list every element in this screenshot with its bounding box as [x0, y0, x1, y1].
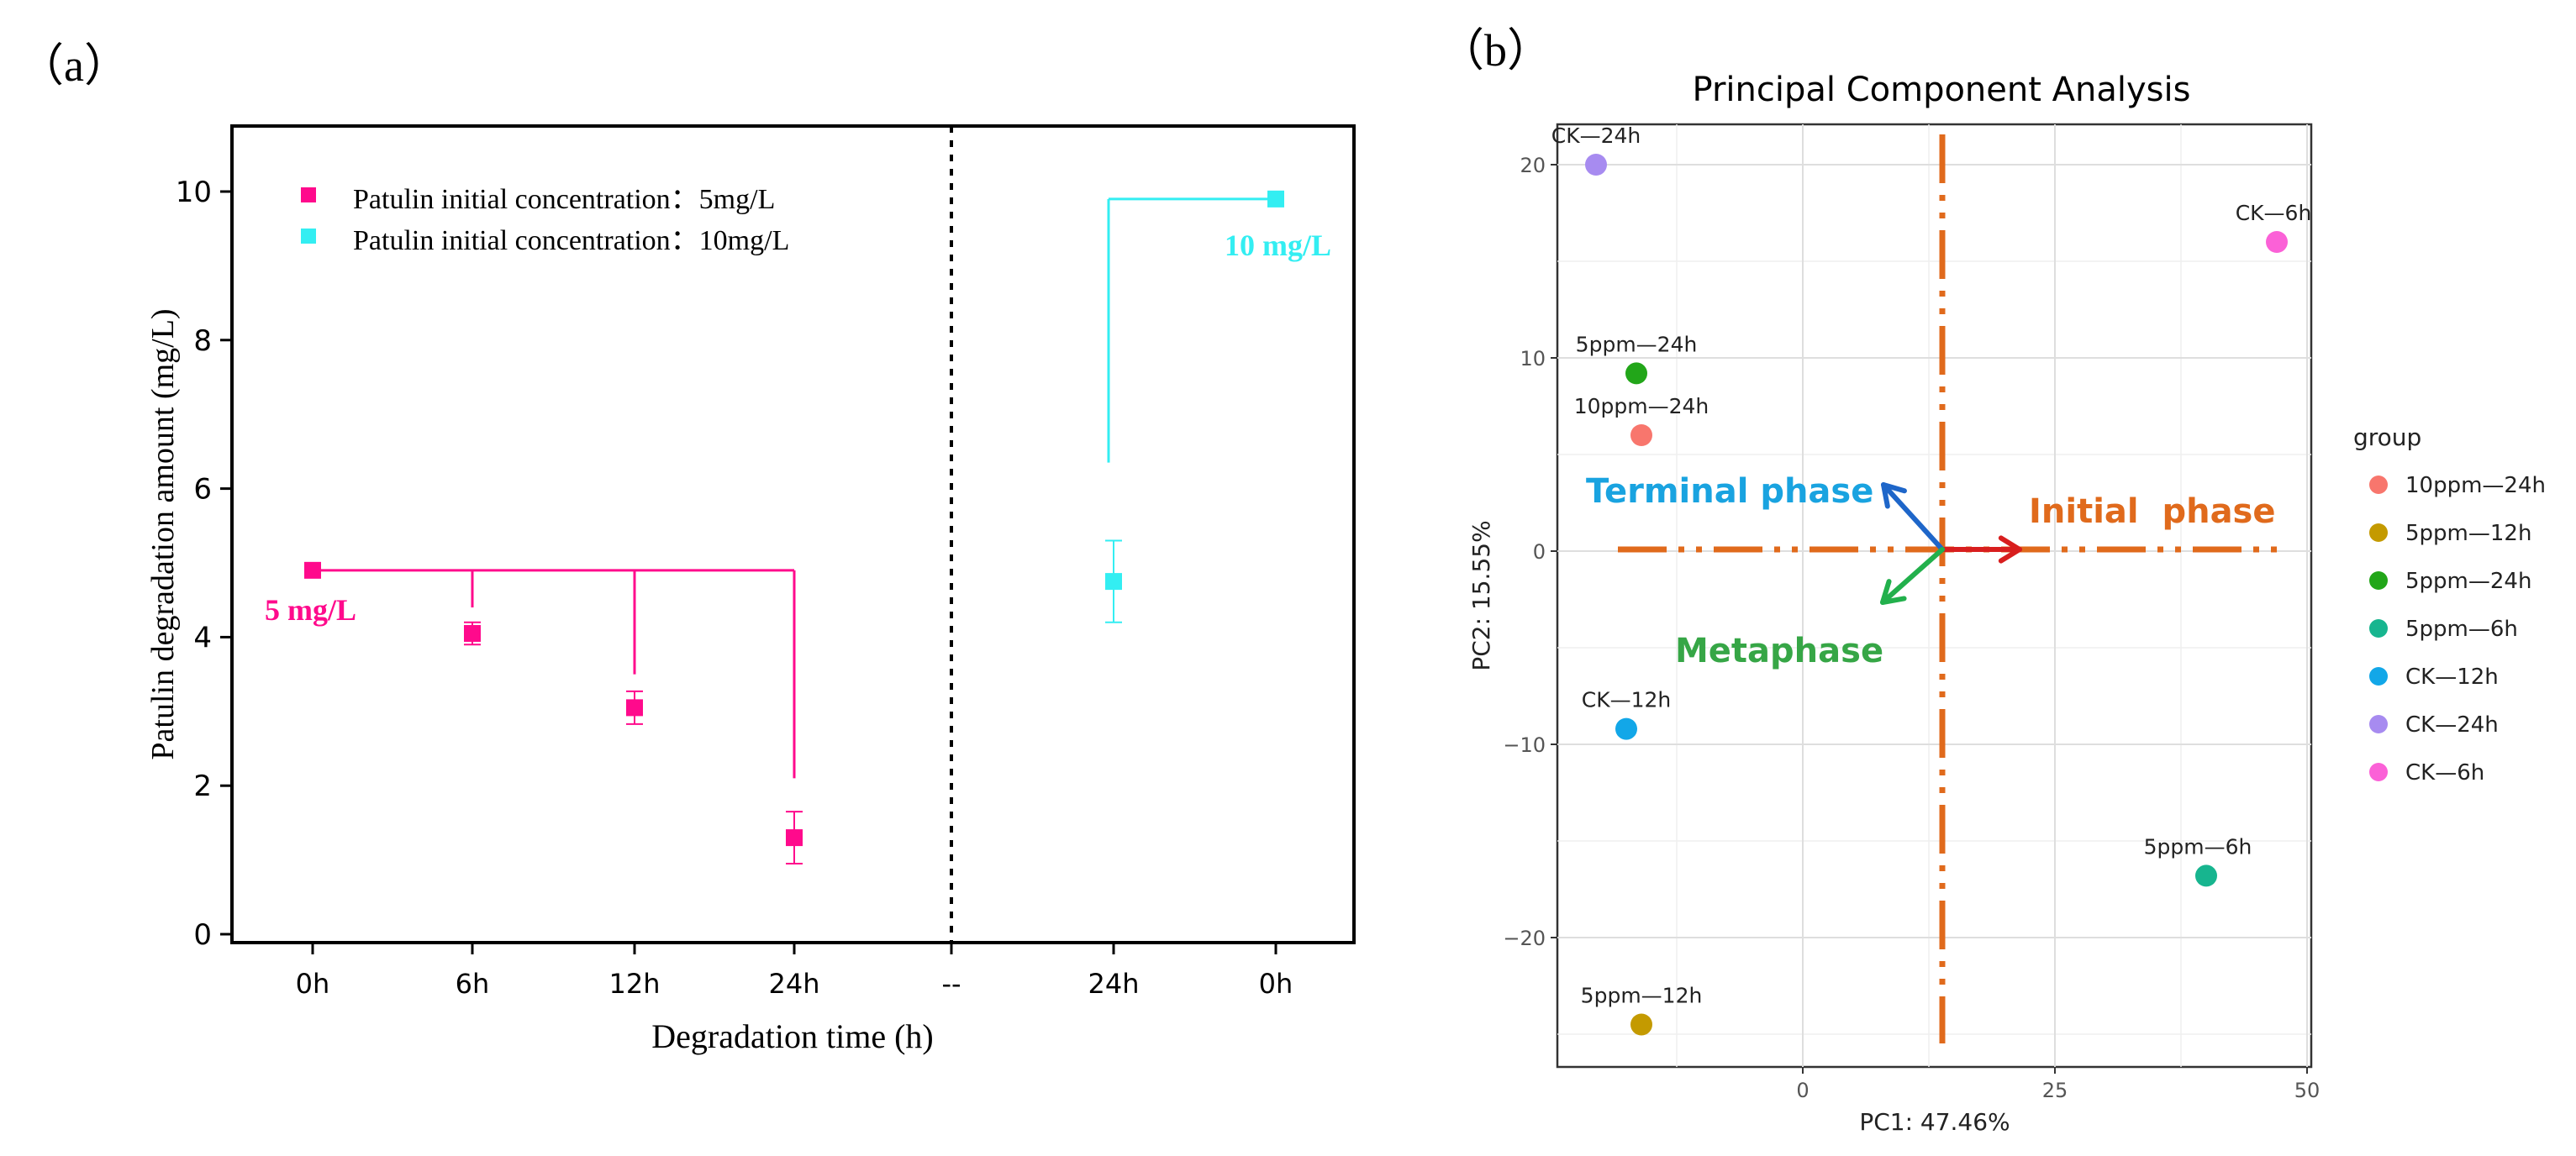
- b-ytick-label: 20: [1520, 154, 1546, 177]
- b-xtick-label: 0: [1796, 1079, 1809, 1102]
- a-point: [626, 699, 643, 717]
- panel-b-phase-lines: [1618, 134, 2286, 1043]
- b-legend-marker: [2369, 476, 2388, 494]
- a-point: [1267, 190, 1284, 208]
- a-xtick-label: --: [941, 968, 961, 1000]
- panel-b-axes: 0 25 50 20 10 0 −10 −20: [1503, 154, 2320, 1102]
- panel-a-x-axis: 0h 6h 12h 24h -- 24h 0h: [296, 943, 1293, 1000]
- panel-b-plot-frame: [1556, 123, 2313, 1069]
- a-ytick-label: 4: [193, 621, 212, 654]
- a-xtick-label: 0h: [296, 968, 330, 1000]
- b-legend-marker: [2369, 619, 2388, 638]
- legend-label-5mgl: Patulin initial concentration：5mg/L: [353, 184, 775, 215]
- b-point: [1625, 362, 1647, 385]
- annotation-5mgl: 5 mg/L: [265, 593, 356, 627]
- b-point: [1630, 424, 1652, 446]
- panel-b-points: CK—24h CK—6h 5ppm—24h 10ppm—24h CK—12h 5ppm—6…: [1551, 123, 2312, 1036]
- panel-a: （a） 0 2 4 6 8 10 0h 6h 12h 24h -- 24h 0h Patulin de…: [18, 40, 1356, 1055]
- initial-phase-arrow-head: [1998, 535, 2022, 564]
- panel-a-label: （a）: [18, 40, 129, 91]
- b-point-label: CK—12h: [1582, 688, 1672, 712]
- b-legend-marker: [2369, 715, 2388, 733]
- a-xtick-label: 24h: [769, 968, 820, 1000]
- b-legend-label: 5ppm—6h: [2405, 617, 2518, 642]
- annotation-10mgl: 10 mg/L: [1225, 229, 1331, 262]
- b-legend-marker: [2369, 763, 2388, 781]
- b-legend-marker: [2369, 667, 2388, 686]
- b-legend-marker: [2369, 523, 2388, 542]
- b-point-label: CK—24h: [1551, 123, 1641, 148]
- terminal-phase-label: Terminal phase: [1586, 472, 1873, 511]
- a-xtick-label: 6h: [456, 968, 490, 1000]
- panel-a-y-label: Patulin degradation amount (mg/L): [145, 308, 181, 759]
- legend-title: group: [2353, 423, 2421, 451]
- b-point: [1630, 1013, 1652, 1036]
- panel-b-title: Principal Component Analysis: [1693, 71, 2191, 109]
- panel-b-legend: 10ppm—24h 5ppm—12h 5ppm—24h 5ppm—6h CK—12h CK…: [2369, 473, 2546, 786]
- b-point: [2195, 864, 2217, 887]
- b-point-label: 5ppm—24h: [1576, 332, 1698, 356]
- b-point: [1615, 717, 1637, 740]
- b-legend-label: CK—12h: [2405, 665, 2499, 690]
- b-point-label: 5ppm—6h: [2144, 834, 2252, 859]
- a-ytick-label: 6: [193, 473, 212, 507]
- panel-b-x-label: PC1: 47.46%: [1859, 1108, 2010, 1136]
- b-ytick-label: −20: [1503, 927, 1546, 950]
- b-legend-label: 10ppm—24h: [2405, 473, 2546, 498]
- b-ytick-label: 10: [1520, 347, 1546, 370]
- metaphase-label: Metaphase: [1675, 632, 1883, 670]
- panel-b-y-label: PC2: 15.55%: [1467, 520, 1495, 670]
- b-ytick-label: −10: [1503, 733, 1546, 757]
- b-legend-marker: [2369, 571, 2388, 590]
- panel-a-legend: Patulin initial concentration：5mg/L Patu…: [301, 184, 789, 256]
- panel-a-connectors: [313, 197, 1276, 779]
- b-legend-label: CK—24h: [2405, 712, 2499, 738]
- a-xtick-label: 24h: [1088, 968, 1140, 1000]
- a-ytick-label: 0: [193, 918, 212, 952]
- terminal-phase-arrow: [1881, 482, 1945, 552]
- metaphase-arrow-head: [1880, 579, 1907, 605]
- panel-b: （b） Principal Component Analysis 0 25 50 20…: [1439, 25, 2546, 1136]
- b-point-label: CK—6h: [2236, 201, 2312, 225]
- b-point-label: 5ppm—12h: [1581, 984, 1703, 1008]
- a-point: [786, 829, 803, 847]
- b-ytick-label: 0: [1533, 540, 1546, 564]
- b-point-label: 10ppm—24h: [1574, 394, 1709, 418]
- a-ytick-label: 8: [193, 324, 212, 358]
- terminal-phase-arrow-head: [1881, 482, 1907, 509]
- a-point: [304, 561, 321, 579]
- legend-label-10mgl: Patulin initial concentration：10mg/L: [353, 225, 789, 256]
- legend-marker-10mgl: [301, 229, 316, 244]
- a-xtick-label: 12h: [609, 968, 661, 1000]
- a-ytick-label: 10: [176, 176, 212, 209]
- metaphase-arrow: [1880, 547, 1945, 605]
- b-legend-label: 5ppm—24h: [2405, 569, 2531, 594]
- a-point: [464, 624, 481, 642]
- b-xtick-label: 50: [2294, 1079, 2321, 1102]
- panel-a-points: [304, 190, 1284, 865]
- panel-b-grid: [1557, 124, 2311, 1067]
- panel-a-x-label: Degradation time (h): [651, 1017, 933, 1055]
- b-legend-label: CK—6h: [2405, 760, 2484, 786]
- panel-b-label: （b）: [1439, 25, 1552, 76]
- b-point: [2266, 231, 2288, 253]
- a-point: [1105, 573, 1122, 591]
- a-xtick-label: 0h: [1259, 968, 1293, 1000]
- panel-a-y-axis: 0 2 4 6 8 10: [176, 176, 232, 952]
- b-xtick-label: 25: [2042, 1079, 2068, 1102]
- initial-phase-label: Initial phase: [2029, 492, 2276, 531]
- b-point: [1585, 154, 1607, 176]
- b-legend-label: 5ppm—12h: [2405, 521, 2531, 546]
- legend-marker-5mgl: [301, 187, 316, 202]
- a-ytick-label: 2: [193, 770, 212, 803]
